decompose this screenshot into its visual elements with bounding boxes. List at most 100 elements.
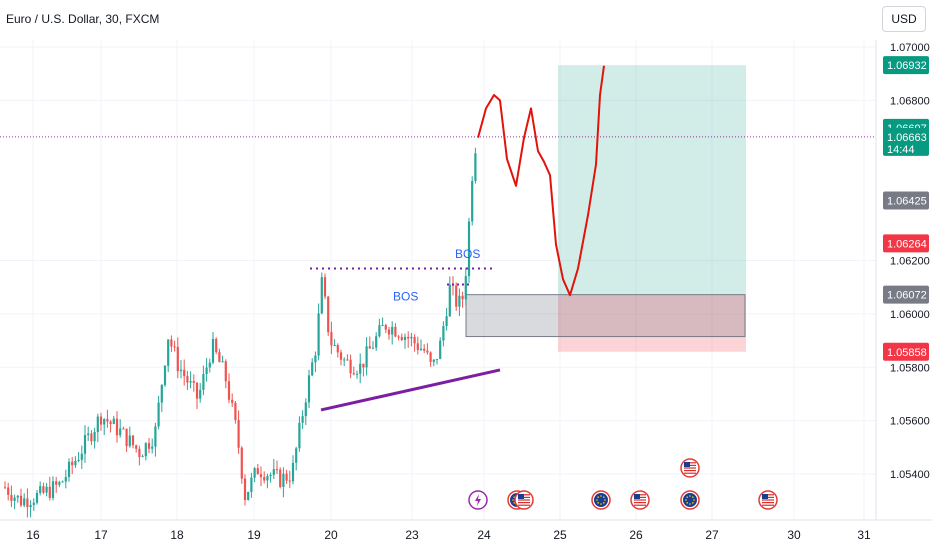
event-usa-flag-icon[interactable] <box>680 458 700 478</box>
candle-body <box>67 461 71 478</box>
candle <box>368 336 371 349</box>
candle <box>410 333 413 347</box>
candle <box>179 360 183 379</box>
candle-body <box>51 481 55 498</box>
candle <box>87 426 90 441</box>
candle-body <box>298 422 301 449</box>
candle-body <box>96 416 99 432</box>
eu-star <box>686 502 688 504</box>
eu-star <box>692 502 694 504</box>
candle-body <box>240 447 243 479</box>
event-usa-flag-icon[interactable] <box>758 490 778 510</box>
x-tick-label: 30 <box>787 528 801 542</box>
candle <box>307 369 311 409</box>
candle <box>58 480 61 488</box>
candle <box>247 491 250 501</box>
candle <box>250 472 253 498</box>
candle <box>144 442 147 461</box>
y-tick-label: 1.07000 <box>890 42 930 54</box>
eu-star <box>597 496 599 498</box>
candle-body <box>87 433 90 436</box>
candle-body <box>368 346 371 349</box>
candle-body <box>170 339 173 347</box>
candle-body <box>317 313 320 356</box>
candle-body <box>282 473 285 487</box>
x-tick-label: 24 <box>477 528 491 542</box>
candle-body <box>13 497 16 501</box>
candle-body <box>330 332 333 346</box>
candle <box>285 469 288 485</box>
eu-star <box>600 503 602 505</box>
candle-body <box>400 336 403 341</box>
candle-body <box>211 338 215 363</box>
flag-canton <box>634 494 640 499</box>
x-tick-label: 31 <box>857 528 871 542</box>
candle-body <box>375 336 378 348</box>
event-euro-icon[interactable] <box>680 490 700 510</box>
candle <box>413 334 416 352</box>
candle <box>471 176 474 226</box>
candle <box>103 418 106 436</box>
candle-body <box>77 459 80 461</box>
candle-body <box>381 325 384 327</box>
candle <box>122 426 125 430</box>
candle <box>256 464 259 475</box>
candle <box>442 321 445 347</box>
candle <box>109 420 112 433</box>
candle <box>128 426 131 448</box>
price-badge: 1.06425 <box>883 191 929 210</box>
candle-body <box>199 389 202 399</box>
candle-body <box>157 402 160 427</box>
x-tick-label: 16 <box>26 528 40 542</box>
candle-body <box>394 326 397 337</box>
x-tick-label: 23 <box>405 528 419 542</box>
candle-body <box>247 491 250 501</box>
candle-body <box>432 359 435 362</box>
candle-body <box>343 359 346 361</box>
price-badge-bg <box>883 342 929 361</box>
candle <box>451 276 455 296</box>
candle-body <box>202 374 205 390</box>
candle <box>173 340 176 352</box>
candle-body <box>250 477 253 492</box>
candle <box>464 267 467 306</box>
candle <box>275 460 279 474</box>
candle-body <box>45 486 48 493</box>
candle-body <box>426 350 429 353</box>
candle <box>288 470 291 488</box>
candle-body <box>410 336 413 339</box>
flag-canton <box>684 462 690 467</box>
candle-body <box>231 399 234 403</box>
candle <box>336 343 339 358</box>
event-euro-icon[interactable] <box>591 490 611 510</box>
currency-button[interactable]: USD <box>882 6 926 32</box>
candle <box>279 467 282 489</box>
candle-body <box>80 453 83 460</box>
event-lightning-icon[interactable] <box>468 490 488 510</box>
candle-body <box>259 474 263 478</box>
candle-body <box>362 363 365 368</box>
candle <box>163 365 167 387</box>
event-usa-flag-icon[interactable] <box>514 490 534 510</box>
candle-body <box>272 469 275 475</box>
candle-body <box>429 352 432 362</box>
candle-body <box>19 495 23 506</box>
candle <box>221 355 224 363</box>
candle <box>55 476 58 493</box>
candle-body <box>336 344 339 353</box>
projected-path <box>477 65 605 297</box>
candle <box>327 296 330 336</box>
candle-body <box>83 435 87 454</box>
candle-body <box>119 428 122 436</box>
candle <box>186 370 189 390</box>
candle-body <box>131 435 135 446</box>
candle-body <box>371 347 375 349</box>
candle <box>131 435 135 449</box>
candle-body <box>147 443 151 449</box>
candle-body <box>346 359 349 361</box>
candle <box>205 358 208 382</box>
event-usa-flag-icon[interactable] <box>630 490 650 510</box>
